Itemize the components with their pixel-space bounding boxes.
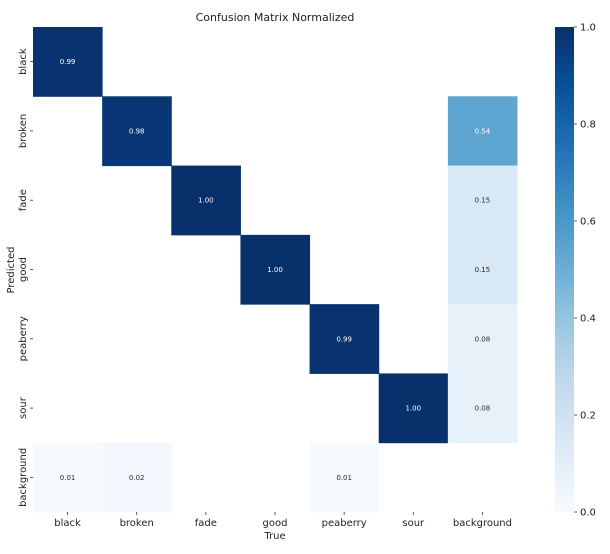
cell-label-fade-fade: 1.00: [198, 197, 214, 205]
cell-sour-sour: [378, 373, 449, 444]
colorbar-tick-label: 0.6: [580, 217, 596, 228]
x-tick-label: background: [453, 518, 512, 529]
cell-label-broken-broken: 0.98: [129, 127, 145, 135]
cell-peaberry-peaberry: [309, 304, 380, 374]
y-tick-label: fade: [18, 189, 29, 211]
y-tick-label: broken: [18, 114, 29, 148]
y-tick-label: black: [18, 48, 29, 75]
x-tick-label: good: [263, 518, 288, 529]
cell-label-sour-sour: 1.00: [405, 405, 421, 413]
cell-broken-broken: [102, 96, 172, 167]
colorbar-tick-label: 0.0: [580, 508, 596, 519]
cell-good-good: [240, 234, 311, 305]
y-tick-labels: black broken fade good peaberry sour backgroun…: [18, 48, 33, 507]
colorbar-tick-label: 0.2: [580, 411, 596, 422]
cell-label-background-broken: 0.02: [129, 474, 145, 482]
y-tick-label: background: [18, 448, 29, 507]
x-tick-labels: black broken fade good peaberry sour backgroun…: [54, 512, 512, 529]
cell-background-black: [33, 442, 103, 513]
chart-title: Confusion Matrix Normalized: [196, 11, 355, 24]
colorbar-tick-label: 1.0: [580, 23, 596, 34]
cell-label-peaberry-background: 0.08: [475, 335, 491, 343]
cell-fade-background: [447, 165, 518, 236]
x-tick-label: black: [54, 518, 81, 529]
cell-label-background-peaberry: 0.01: [336, 474, 352, 482]
cell-broken-background: [447, 96, 518, 167]
colorbar-tick-label: 0.4: [580, 314, 596, 325]
x-tick-label: broken: [120, 518, 154, 529]
cell-label-sour-background: 0.08: [475, 405, 491, 413]
cell-label-good-background: 0.15: [475, 266, 491, 274]
cell-label-background-black: 0.01: [60, 474, 76, 482]
x-tick-label: peaberry: [322, 518, 367, 529]
cell-label-good-good: 1.00: [267, 266, 283, 274]
y-tick-label: sour: [18, 396, 29, 419]
cell-sour-background: [447, 373, 518, 444]
cell-black-black: [33, 27, 103, 97]
y-axis-label: Predicted: [6, 247, 17, 294]
cell-good-background: [447, 234, 518, 305]
heatmap-cells: 0.99 0.98 0.54 1.00 0.15 1.00 0.15 0.99 0.08 1.00…: [33, 27, 518, 513]
cell-label-broken-background: 0.54: [475, 127, 491, 135]
x-tick-label: sour: [402, 518, 425, 529]
cell-label-fade-background: 0.15: [475, 197, 491, 205]
colorbar-tick-label: 0.8: [580, 120, 596, 131]
cell-peaberry-background: [447, 304, 518, 374]
colorbar-ticks: 0.0 0.2 0.4 0.6 0.8 1.0: [574, 23, 596, 519]
colorbar: [555, 27, 574, 512]
cell-background-peaberry: [309, 442, 380, 513]
y-tick-label: peaberry: [18, 316, 29, 361]
x-axis-label: True: [263, 531, 285, 542]
cell-fade-fade: [171, 165, 241, 236]
cell-label-peaberry-peaberry: 0.99: [336, 335, 352, 343]
y-tick-label: good: [18, 257, 29, 282]
cell-label-black-black: 0.99: [60, 58, 76, 66]
cell-background-broken: [102, 442, 172, 513]
x-tick-label: fade: [195, 518, 217, 529]
